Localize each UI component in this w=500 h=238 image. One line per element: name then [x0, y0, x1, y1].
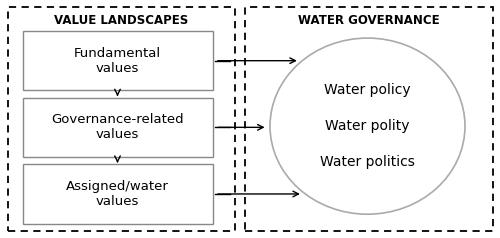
Text: VALUE LANDSCAPES: VALUE LANDSCAPES: [54, 14, 188, 27]
Text: Water politics: Water politics: [320, 155, 415, 169]
Ellipse shape: [270, 38, 465, 214]
Text: WATER GOVERNANCE: WATER GOVERNANCE: [298, 14, 440, 27]
Bar: [245, 7, 492, 231]
Text: Water policy: Water policy: [324, 84, 411, 97]
Text: Governance-related
values: Governance-related values: [51, 113, 184, 141]
Bar: [22, 31, 212, 90]
Bar: [8, 7, 235, 231]
Text: Water polity: Water polity: [325, 119, 410, 133]
Text: Fundamental
values: Fundamental values: [74, 47, 161, 75]
Text: Assigned/water
values: Assigned/water values: [66, 180, 169, 208]
Bar: [22, 98, 212, 157]
Bar: [22, 164, 212, 224]
